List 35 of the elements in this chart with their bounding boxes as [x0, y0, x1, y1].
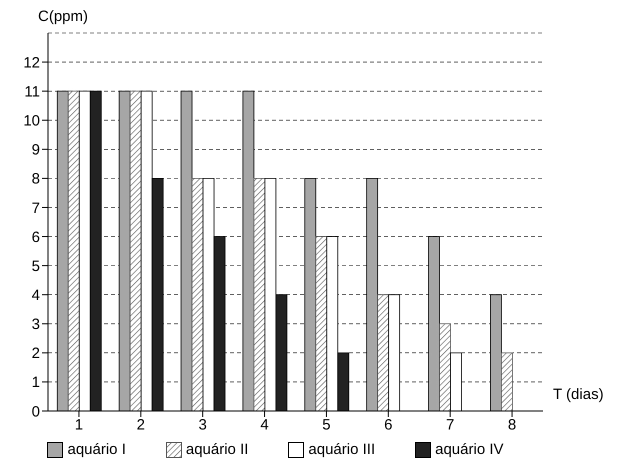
x-tick-label: 3	[198, 416, 207, 434]
bar	[192, 178, 204, 411]
x-axis-title: T (dias)	[553, 386, 604, 403]
x-tick-label: 8	[508, 416, 516, 434]
y-tick-label: 0	[32, 403, 40, 420]
y-tick-label: 4	[32, 287, 40, 304]
legend-label: aquário III	[307, 441, 376, 458]
y-tick-label: 1	[32, 374, 40, 392]
x-tick-label: 6	[384, 416, 392, 434]
bar	[254, 178, 266, 411]
y-tick-label: 10	[23, 112, 40, 130]
y-tick-label: 5	[32, 258, 40, 275]
bar	[501, 352, 513, 411]
y-tick-label: 8	[32, 170, 40, 188]
x-tick-label: 5	[322, 416, 331, 434]
bar	[377, 294, 390, 411]
y-tick-label: 12	[23, 54, 40, 72]
x-tick-label: 4	[260, 416, 269, 434]
legend-label: aquário I	[66, 441, 126, 458]
y-tick-label: 2	[32, 345, 40, 362]
x-tick-label: 2	[136, 416, 145, 434]
bar	[68, 90, 80, 411]
y-tick-label: 3	[32, 316, 40, 334]
y-tick-label: 7	[32, 200, 40, 217]
x-tick-label: 1	[74, 416, 84, 434]
legend-label: aquário IV	[434, 441, 504, 458]
y-tick-label: 6	[32, 228, 40, 246]
bar	[315, 236, 328, 411]
y-tick-label: 9	[32, 142, 40, 159]
x-tick-label: 7	[446, 416, 454, 434]
y-tick-label: 11	[24, 83, 40, 100]
bar	[439, 323, 451, 411]
bar	[130, 90, 142, 411]
y-axis-title: C(ppm)	[38, 8, 88, 25]
legend-label: aquário II	[184, 441, 248, 458]
